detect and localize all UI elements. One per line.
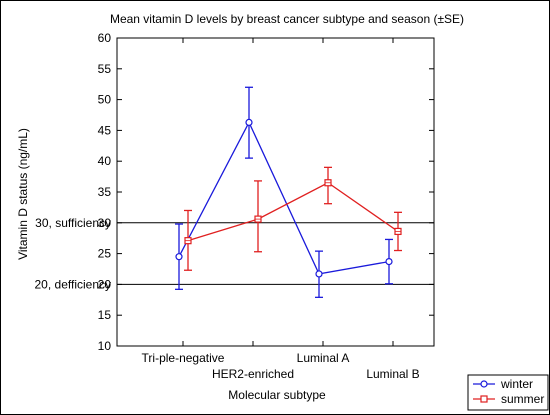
data-point	[175, 253, 183, 261]
reference-line-label: 20, defficiency	[35, 277, 112, 291]
y-tick-label: 50	[98, 93, 112, 107]
y-tick-label: 40	[98, 154, 112, 168]
y-tick-label: 25	[98, 247, 112, 261]
chart-title: Mean vitamin D levels by breast cancer s…	[110, 12, 464, 26]
y-tick-label: 30	[98, 216, 112, 230]
x-axis-label: Molecular subtype	[228, 388, 326, 402]
series-layer	[175, 86, 402, 298]
x-tick-label: Luminal B	[366, 367, 419, 381]
series-winter	[175, 86, 393, 298]
y-tick-label: 55	[98, 62, 112, 76]
legend-box	[467, 374, 549, 411]
reference-line-label: 30, sufficiency	[35, 216, 111, 230]
y-axis-label: Vitamin D status (ng/mL)	[16, 128, 30, 260]
data-point	[245, 118, 253, 126]
y-tick-label: 20	[98, 277, 112, 291]
reference-lines: 20, defficiency 30, sufficiency	[35, 216, 434, 291]
legend-marker	[480, 380, 488, 388]
series-summer	[184, 166, 402, 271]
x-tick-label: Tri-ple-negative	[142, 351, 225, 365]
series-line	[187, 182, 399, 242]
legend-marker	[480, 395, 488, 403]
y-tick-label: 10	[98, 339, 112, 353]
series-line	[178, 120, 390, 275]
y-tick-label: 35	[98, 185, 112, 199]
y-tick-label: 15	[98, 308, 112, 322]
x-tick-label: Luminal A	[297, 351, 350, 365]
data-point	[315, 270, 323, 278]
legend-label: summer	[501, 392, 544, 406]
y-tick-label: 45	[98, 123, 112, 137]
data-point	[385, 258, 393, 266]
plot-area	[116, 37, 435, 347]
y-tick-label: 60	[98, 31, 112, 45]
legend-label: winter	[500, 377, 533, 391]
y-axis-ticks: 10 15 20 25 30 35 40 45 50 55 60	[98, 31, 434, 353]
x-tick-label: HER2-enriched	[212, 367, 294, 381]
